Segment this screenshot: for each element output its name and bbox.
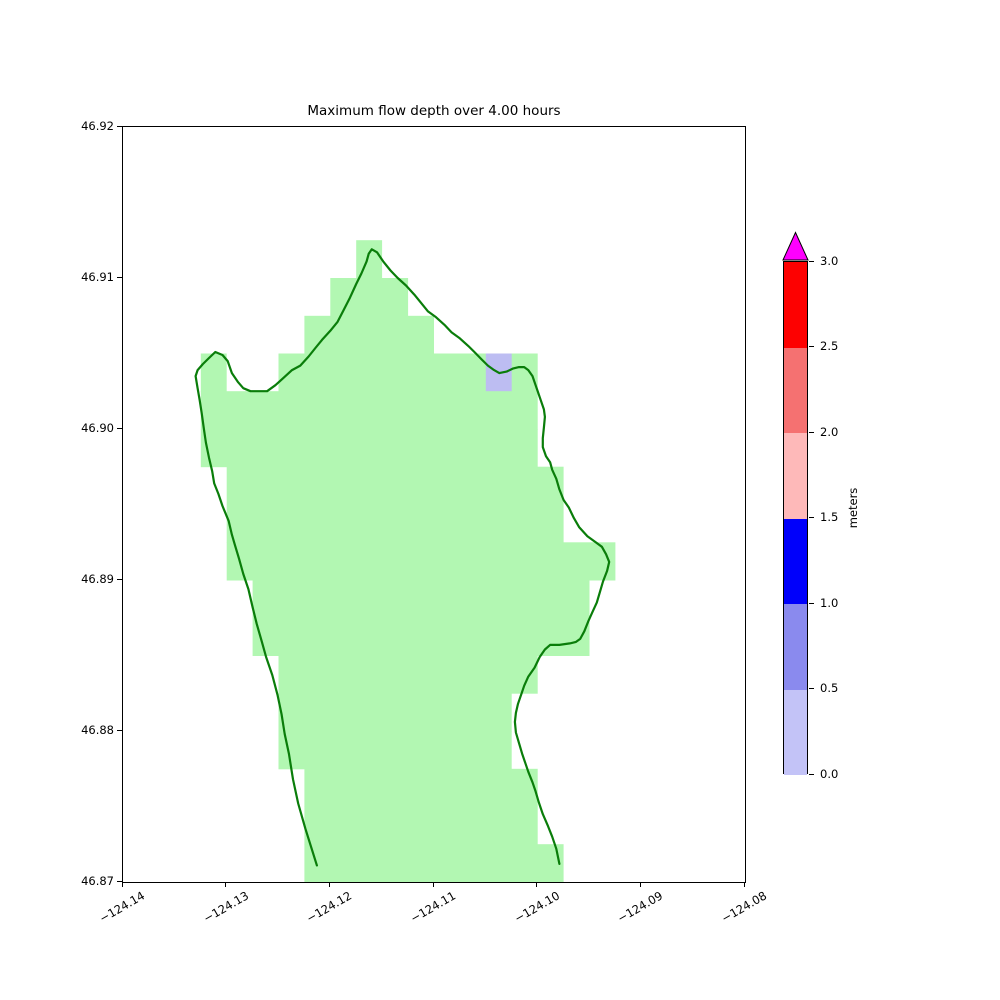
y-tick-label: 46.90 (81, 420, 114, 435)
colorbar-tick-label: 2.5 (820, 339, 839, 353)
colorbar-tick-label: 0.0 (820, 766, 839, 781)
colorbar-tick-label: 3.0 (820, 253, 839, 268)
y-tick-label: 46.88 (81, 722, 114, 737)
y-tick-label: 46.91 (81, 269, 114, 284)
y-tick-label: 46.89 (81, 571, 114, 586)
y-tick-mark (117, 427, 122, 429)
colorbar-tick-label: 0.5 (820, 681, 839, 695)
y-tick-mark (117, 729, 122, 731)
colorbar (783, 261, 808, 775)
domain-cell-row (278, 655, 538, 694)
domain-cell-row (200, 429, 538, 468)
colorbar-tick-label: 1.0 (820, 595, 839, 610)
domain-cell-row (304, 315, 434, 354)
domain-cell-row (304, 768, 538, 807)
colorbar-over-arrow (782, 231, 809, 261)
colorbar-segment (784, 518, 807, 604)
domain-cell-row (226, 466, 564, 505)
domain-cell-row (278, 731, 512, 770)
y-tick-label: 46.87 (81, 873, 114, 888)
x-tick-mark (225, 882, 227, 887)
colorbar-tick-mark (809, 431, 814, 433)
domain-cell-row (200, 391, 538, 430)
colorbar-over-triangle (782, 231, 809, 261)
x-tick-mark (743, 882, 745, 887)
colorbar-segment (784, 433, 807, 519)
domain-cell-row (252, 580, 590, 619)
colorbar-segment (784, 347, 807, 433)
x-tick-label: −124.12 (304, 888, 355, 926)
x-tick-mark (432, 882, 434, 887)
colorbar-axis-label: meters (846, 487, 860, 529)
colorbar-tick-mark (809, 346, 814, 347)
colorbar-tick-mark (809, 517, 814, 518)
domain-cell-row (226, 504, 564, 543)
colorbar-tick-mark (809, 260, 814, 262)
y-tick-mark (117, 125, 122, 127)
x-tick-label: −124.09 (615, 888, 666, 926)
coastline-path (194, 248, 611, 867)
y-tick-mark (117, 276, 122, 278)
y-tick-mark (117, 880, 122, 882)
domain-cell-row (356, 240, 383, 279)
y-tick-mark (117, 578, 122, 580)
x-tick-mark (328, 882, 330, 887)
map-svg (194, 240, 616, 882)
x-tick-mark (639, 882, 641, 887)
domain-cell-row (278, 693, 512, 732)
colorbar-tick-mark (809, 773, 814, 775)
colorbar-tick-label: 1.5 (820, 510, 839, 524)
domain-cell-row (304, 844, 564, 882)
x-tick-mark (121, 882, 123, 887)
plot-title: Maximum flow depth over 4.00 hours (307, 103, 561, 119)
domain-cell-row (330, 278, 409, 317)
x-tick-label: −124.10 (511, 888, 562, 926)
x-tick-label: −124.14 (96, 888, 148, 926)
x-tick-label: −124.13 (200, 888, 251, 926)
colorbar-tick-label: 2.0 (820, 424, 839, 439)
x-tick-label: −124.08 (718, 888, 770, 926)
x-tick-mark (536, 882, 538, 887)
domain-cell-row (200, 353, 227, 392)
colorbar-tick-mark (809, 688, 814, 689)
colorbar-segment (784, 604, 807, 690)
colorbar-segment (784, 689, 807, 775)
domain-cell-row (252, 617, 590, 656)
colorbar-segment (784, 262, 807, 348)
y-tick-label: 46.92 (81, 118, 114, 133)
x-tick-label: −124.11 (407, 888, 459, 926)
domain-cell-row (304, 806, 538, 845)
colorbar-tick-mark (809, 602, 814, 604)
domain-cell-row (226, 542, 616, 581)
plot-area (122, 126, 746, 883)
